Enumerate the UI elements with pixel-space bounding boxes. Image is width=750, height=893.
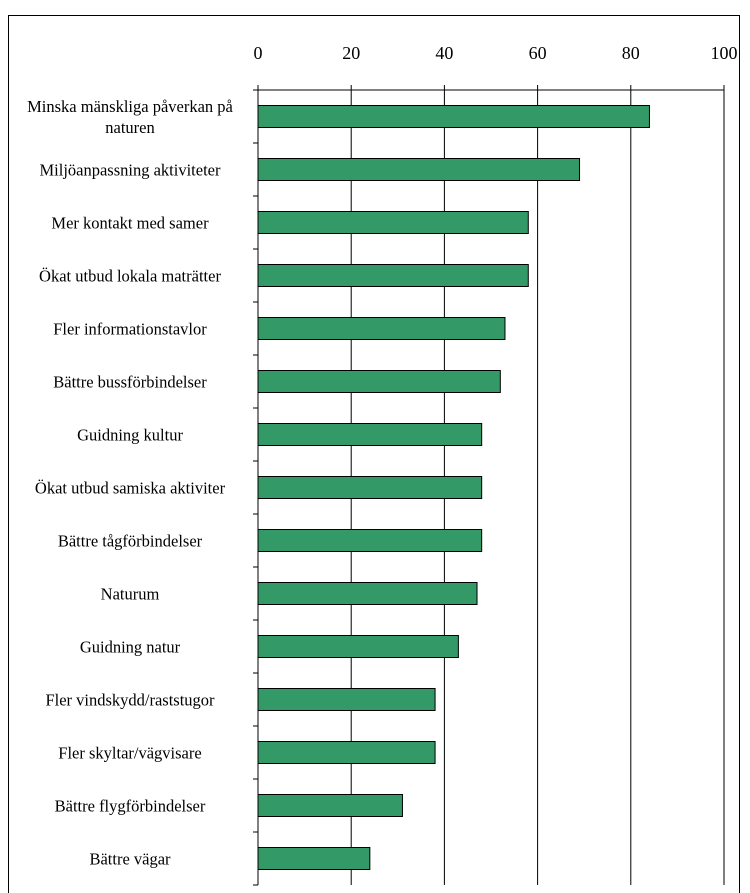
bar xyxy=(257,741,436,764)
y-tick-label: Fler skyltar/vägvisare xyxy=(58,743,202,762)
y-tick-label: Ökat utbud lokala maträtter xyxy=(39,266,221,285)
y-tick-label: Mer kontakt med samer xyxy=(51,213,209,232)
y-tick-label: Naturum xyxy=(100,584,160,603)
bar xyxy=(257,158,581,181)
y-tick-label: Bättre tågförbindelser xyxy=(57,531,203,550)
y-tick-label: Guidning natur xyxy=(79,637,181,656)
bar xyxy=(257,847,371,870)
y-tick-label: Bättre vägar xyxy=(89,849,171,868)
bar xyxy=(257,582,478,605)
x-tick-label: 100 xyxy=(711,43,738,63)
bar xyxy=(257,476,483,499)
bar xyxy=(257,317,506,340)
bar xyxy=(257,423,483,446)
bar xyxy=(257,264,529,287)
bar xyxy=(257,211,529,234)
y-tick-label: Miljöanpassning aktiviteter xyxy=(39,160,221,179)
y-tick-label: Fler vindskydd/raststugor xyxy=(45,690,215,709)
bar xyxy=(257,688,436,711)
bar xyxy=(257,105,650,128)
bar xyxy=(257,370,501,393)
x-tick-label: 80 xyxy=(622,43,640,63)
x-tick-label: 0 xyxy=(254,43,263,63)
y-tick-label: Guidning kultur xyxy=(77,425,183,444)
bar xyxy=(257,794,403,817)
chart-frame xyxy=(8,15,740,893)
y-tick-label: Bättre flygförbindelser xyxy=(54,796,206,815)
y-tick-label: Minska mänskliga påverkan på naturen xyxy=(27,96,233,137)
y-tick-label: Ökat utbud samiska aktiviter xyxy=(34,478,226,497)
bar xyxy=(257,529,483,552)
y-tick-label: Fler informationstavlor xyxy=(53,319,207,338)
x-tick-label: 40 xyxy=(435,43,453,63)
y-tick-label: Bättre bussförbindelser xyxy=(53,372,207,391)
x-tick-label: 20 xyxy=(342,43,360,63)
bar xyxy=(257,635,459,658)
x-tick-label: 60 xyxy=(529,43,547,63)
